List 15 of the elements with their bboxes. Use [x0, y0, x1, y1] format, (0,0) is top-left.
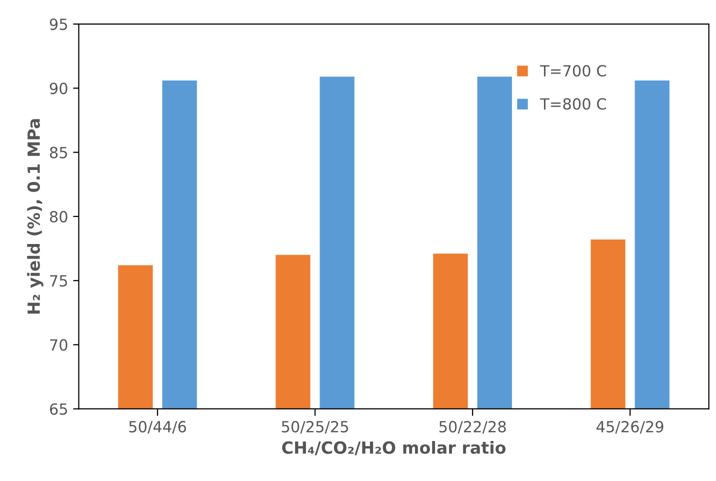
x-tick-label: 50/22/28 [439, 420, 506, 434]
y-tick-label: 95 [50, 18, 68, 30]
x-tick-label: 50/25/25 [282, 420, 348, 434]
x-axis-title: CH₄/CO₂/H₂O molar ratio [282, 440, 506, 456]
y-tick-label: 90 [50, 82, 68, 94]
y-tick-label: 65 [50, 403, 68, 415]
y-axis-title: H₂ yield (%), 0.1 MPa [27, 119, 44, 314]
y-tick-label: 70 [50, 339, 68, 351]
y-tick-label: 85 [50, 146, 68, 158]
legend-label: T=700 C [540, 65, 606, 77]
x-tick-label: 45/26/29 [596, 420, 664, 434]
x-tick-label: 50/44/6 [129, 420, 186, 434]
y-tick-label: 80 [50, 210, 68, 222]
legend-label: T=800 C [540, 98, 606, 110]
y-tick-label: 75 [50, 275, 68, 287]
